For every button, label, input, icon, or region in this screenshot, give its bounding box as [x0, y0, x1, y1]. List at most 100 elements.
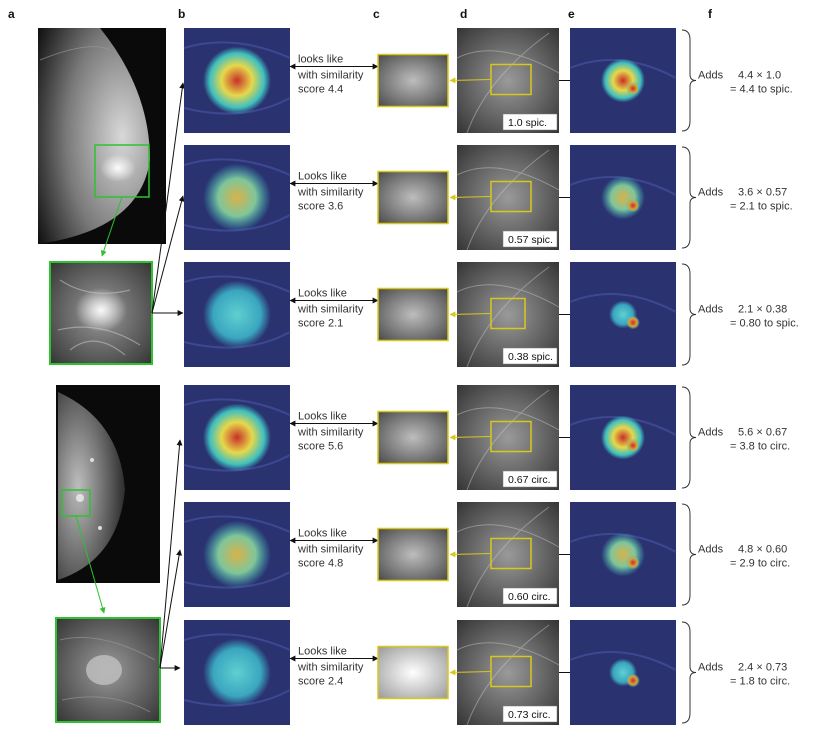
heatmap-overlay — [183, 262, 291, 367]
prototype-source-arrow — [449, 669, 492, 676]
looks-like-label: Looks like — [298, 171, 347, 183]
top-fan-line-1 — [151, 82, 186, 314]
panel-label-d: d — [460, 7, 467, 21]
prototype-patch — [377, 287, 449, 342]
adds-label: Adds — [698, 70, 724, 82]
heatmap-overlay — [183, 385, 291, 490]
contribution-brace — [681, 263, 697, 366]
panel-label-f: f — [708, 7, 713, 21]
feature-tag: 0.60 circ. — [508, 591, 551, 603]
looks-like-label: Looks like — [298, 646, 347, 658]
activation-map — [569, 385, 677, 490]
top-group-row-3: Looks like with similarity score 2.1 0.38 s… — [183, 262, 799, 368]
similarity-label: with similarity — [297, 544, 364, 556]
adds-label: Adds — [698, 427, 724, 439]
looks-like-label: looks like — [298, 54, 343, 66]
similarity-label: with similarity — [297, 662, 364, 674]
score-product: 2.1 × 0.38 — [738, 304, 787, 316]
activation-map — [569, 502, 677, 607]
similarity-score: score 3.6 — [298, 201, 343, 213]
top-group-row-1: looks like with similarity score 4.4 1.0 sp… — [183, 28, 793, 134]
prototype-source-arrow — [449, 77, 492, 84]
contribution-brace — [681, 29, 697, 132]
prototype-patch — [377, 527, 449, 582]
bottom-fan-line-2 — [159, 549, 183, 669]
feature-tag-box — [502, 470, 558, 488]
activation-map — [569, 262, 677, 367]
feature-tag: 0.67 circ. — [508, 474, 551, 486]
bottom-group-row-1: Looks like with similarity score 5.6 0.67 c… — [183, 385, 790, 491]
score-contribution: = 3.8 to circ. — [730, 441, 790, 453]
bottom-mammogram — [56, 385, 160, 583]
heatmap-overlay — [183, 502, 291, 607]
score-product: 2.4 × 0.73 — [738, 662, 787, 674]
similarity-label: with similarity — [297, 70, 364, 82]
feature-tag: 0.73 circ. — [508, 709, 551, 721]
activation-map — [569, 28, 677, 133]
score-product: 4.4 × 1.0 — [738, 70, 781, 82]
adds-label: Adds — [698, 544, 724, 556]
activation-map — [569, 145, 677, 250]
feature-tag: 1.0 spic. — [508, 117, 547, 129]
feature-tag-box — [502, 347, 558, 365]
top-fan-line-2 — [151, 195, 185, 314]
prototype-source-arrow — [449, 194, 492, 201]
heatmap-overlay — [183, 145, 291, 250]
adds-label: Adds — [698, 187, 724, 199]
contribution-brace — [681, 386, 697, 489]
score-contribution: = 1.8 to circ. — [730, 676, 790, 688]
contribution-brace — [681, 503, 697, 606]
feature-tag-box — [502, 705, 558, 723]
similarity-score: score 2.1 — [298, 318, 343, 330]
score-contribution: = 4.4 to spic. — [730, 84, 793, 96]
panel-label-e: e — [568, 7, 575, 21]
contribution-brace — [681, 621, 697, 724]
looks-like-label: Looks like — [298, 411, 347, 423]
adds-label: Adds — [698, 662, 724, 674]
prototype-patch — [377, 53, 449, 108]
bottom-group-row-3: Looks like with similarity score 2.4 0.73 c… — [183, 620, 790, 726]
feature-tag: 0.38 spic. — [508, 351, 553, 363]
prototype-patch — [377, 645, 449, 700]
similarity-score: score 2.4 — [298, 676, 343, 688]
panel-label-a: a — [8, 7, 15, 21]
prototype-source-arrow — [449, 551, 492, 558]
top-group-row-2: Looks like with similarity score 3.6 0.57 s… — [183, 145, 793, 251]
bottom-roi-crop — [55, 617, 161, 723]
top-roi-arrow — [100, 196, 123, 257]
prototype-source-arrow — [449, 311, 492, 318]
panel-label-b: b — [178, 7, 185, 21]
looks-like-label: Looks like — [298, 288, 347, 300]
bottom-roi-arrow — [75, 515, 106, 614]
rows-layer: looks like with similarity score 4.4 1.0 sp… — [183, 28, 799, 726]
feature-tag: 0.57 spic. — [508, 234, 553, 246]
feature-tag-box — [502, 230, 558, 248]
similarity-label: with similarity — [297, 304, 364, 316]
panel-label-c: c — [373, 7, 380, 21]
bottom-group-row-2: Looks like with similarity score 4.8 0.60 c… — [183, 502, 790, 608]
prototype-source-arrow — [449, 434, 492, 441]
top-roi-crop — [49, 261, 153, 365]
heatmap-overlay — [183, 28, 291, 133]
score-contribution: = 0.80 to spic. — [730, 318, 799, 330]
top-mammogram — [38, 28, 166, 244]
score-contribution: = 2.1 to spic. — [730, 201, 793, 213]
score-contribution: = 2.9 to circ. — [730, 558, 790, 570]
similarity-score: score 4.4 — [298, 84, 343, 96]
score-product: 5.6 × 0.67 — [738, 427, 787, 439]
activation-map — [569, 620, 677, 725]
looks-like-label: Looks like — [298, 528, 347, 540]
score-product: 3.6 × 0.57 — [738, 187, 787, 199]
adds-label: Adds — [698, 304, 724, 316]
feature-tag-box — [502, 113, 558, 131]
similarity-label: with similarity — [297, 427, 364, 439]
prototype-patch — [377, 170, 449, 225]
similarity-label: with similarity — [297, 187, 364, 199]
heatmap-overlay — [183, 620, 291, 725]
similarity-score: score 4.8 — [298, 558, 343, 570]
score-product: 4.8 × 0.60 — [738, 544, 787, 556]
feature-tag-box — [502, 587, 558, 605]
prototype-patch — [377, 410, 449, 465]
bottom-fan-line-1 — [159, 439, 183, 669]
